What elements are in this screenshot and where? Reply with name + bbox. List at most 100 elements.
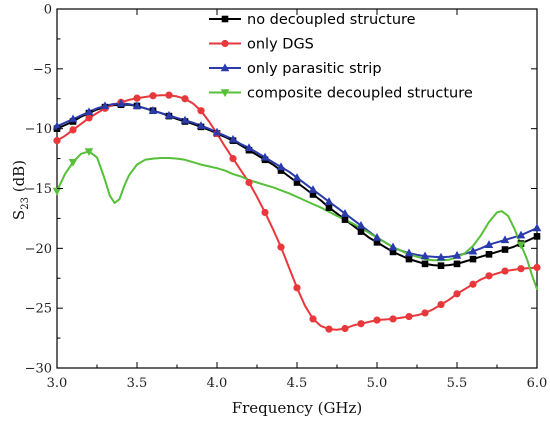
point-only-dgs: [517, 265, 525, 273]
y-axis-title: S23 (dB): [10, 160, 31, 220]
point-only-parasitic-strip: [484, 240, 494, 248]
point-only-parasitic-strip: [452, 250, 462, 259]
point-no-decoupled-structure: [277, 167, 285, 174]
point-only-parasitic-strip: [292, 173, 302, 181]
axis-ticks: [56, 8, 538, 369]
point-no-decoupled-structure: [341, 216, 349, 223]
point-no-decoupled-structure: [469, 255, 477, 263]
point-only-parasitic-strip: [148, 106, 158, 114]
y-tick-label: −20: [25, 242, 52, 257]
point-only-dgs: [453, 290, 461, 298]
x-tick-label: 6.0: [527, 376, 548, 391]
legend-label: composite decoupled structure: [247, 86, 473, 102]
point-only-parasitic-strip: [68, 114, 78, 123]
point-only-dgs: [437, 300, 445, 309]
point-only-dgs: [197, 107, 205, 115]
legend-label: only parasitic strip: [247, 61, 382, 77]
point-only-parasitic-strip: [420, 251, 430, 260]
y-axis-title-main: S: [10, 210, 28, 220]
point-only-parasitic-strip: [212, 127, 222, 136]
point-composite-decoupled-structure: [516, 241, 526, 250]
point-only-dgs: [341, 324, 349, 333]
legend-marker: [221, 39, 229, 48]
point-only-parasitic-strip: [116, 98, 126, 107]
point-only-dgs: [389, 315, 397, 323]
point-only-parasitic-strip: [468, 246, 478, 255]
point-only-dgs: [485, 272, 493, 280]
y-tick-label: −10: [25, 122, 52, 137]
plot-area-frame: [56, 8, 538, 369]
point-only-dgs: [469, 280, 477, 288]
point-only-parasitic-strip: [276, 162, 286, 171]
series-markers: [52, 91, 542, 333]
point-only-parasitic-strip: [52, 121, 62, 130]
point-only-parasitic-strip: [436, 252, 446, 261]
point-no-decoupled-structure: [293, 179, 301, 186]
x-tick-label: 5.0: [367, 376, 388, 391]
legend-entry: composite decoupled structure: [209, 86, 473, 102]
point-no-decoupled-structure: [501, 246, 509, 253]
x-tick-label: 3.0: [47, 376, 68, 391]
point-only-parasitic-strip: [532, 223, 542, 232]
point-only-dgs: [533, 263, 541, 272]
point-only-parasitic-strip: [196, 121, 206, 129]
point-only-dgs: [229, 154, 237, 163]
point-no-decoupled-structure: [485, 251, 493, 258]
point-only-dgs: [85, 114, 93, 122]
point-only-parasitic-strip: [388, 242, 398, 251]
point-only-parasitic-strip: [84, 107, 94, 116]
legend-marker: [221, 15, 229, 23]
y-tick-label: −5: [33, 62, 52, 77]
point-no-decoupled-structure: [533, 233, 541, 240]
point-no-decoupled-structure: [405, 255, 413, 263]
point-only-parasitic-strip: [500, 235, 510, 244]
legend-entry: only DGS: [209, 37, 314, 53]
point-only-dgs: [325, 325, 333, 333]
legend-entry: only parasitic strip: [209, 61, 382, 77]
point-only-dgs: [405, 312, 413, 321]
legend-marker: [220, 63, 230, 72]
y-tick-label: −30: [25, 362, 52, 377]
point-composite-decoupled-structure: [68, 158, 78, 167]
point-no-decoupled-structure: [325, 204, 333, 211]
point-only-parasitic-strip: [340, 209, 350, 217]
point-only-parasitic-strip: [404, 248, 414, 257]
point-only-dgs: [149, 92, 157, 100]
point-only-dgs: [133, 94, 141, 102]
axis-tick-labels: 3.0 3.5 4.0 4.5 5.0 5.5 6.0 0 −5 −10 −15 −20 −25 −30: [25, 3, 548, 392]
x-tick-label: 4.5: [287, 376, 308, 391]
point-only-parasitic-strip: [244, 143, 254, 152]
x-axis-title: Frequency (GHz): [232, 399, 363, 417]
point-only-dgs: [69, 126, 77, 134]
legend: no decoupled structure only DGS only paras…: [209, 12, 473, 102]
point-no-decoupled-structure: [421, 260, 429, 268]
point-no-decoupled-structure: [357, 228, 365, 235]
x-tick-label: 3.5: [127, 376, 148, 391]
y-tick-label: 0: [44, 3, 52, 18]
point-composite-decoupled-structure: [84, 148, 94, 157]
y-axis-title-subscript: 23: [20, 197, 31, 210]
point-no-decoupled-structure: [309, 191, 317, 198]
point-no-decoupled-structure: [437, 262, 445, 269]
point-only-dgs: [357, 320, 365, 328]
point-only-dgs: [309, 315, 317, 323]
legend-marker: [220, 89, 230, 98]
legend-label: no decoupled structure: [247, 12, 416, 28]
point-only-parasitic-strip: [324, 197, 334, 205]
point-only-dgs: [501, 267, 509, 275]
line-composite-decoupled-structure: [56, 150, 538, 290]
point-only-dgs: [165, 91, 173, 99]
point-only-parasitic-strip: [308, 185, 318, 193]
point-only-dgs: [181, 95, 189, 103]
legend-entry: no decoupled structure: [209, 12, 416, 28]
point-only-dgs: [245, 178, 253, 187]
y-axis-title-unit: (dB): [10, 160, 28, 197]
point-only-parasitic-strip: [356, 220, 366, 229]
point-composite-decoupled-structure: [52, 187, 62, 196]
y-tick-label: −25: [25, 302, 52, 317]
point-only-parasitic-strip: [180, 115, 190, 124]
point-only-dgs: [293, 284, 301, 292]
point-only-parasitic-strip: [516, 230, 526, 239]
point-only-parasitic-strip: [372, 232, 382, 241]
point-only-dgs: [53, 137, 61, 145]
